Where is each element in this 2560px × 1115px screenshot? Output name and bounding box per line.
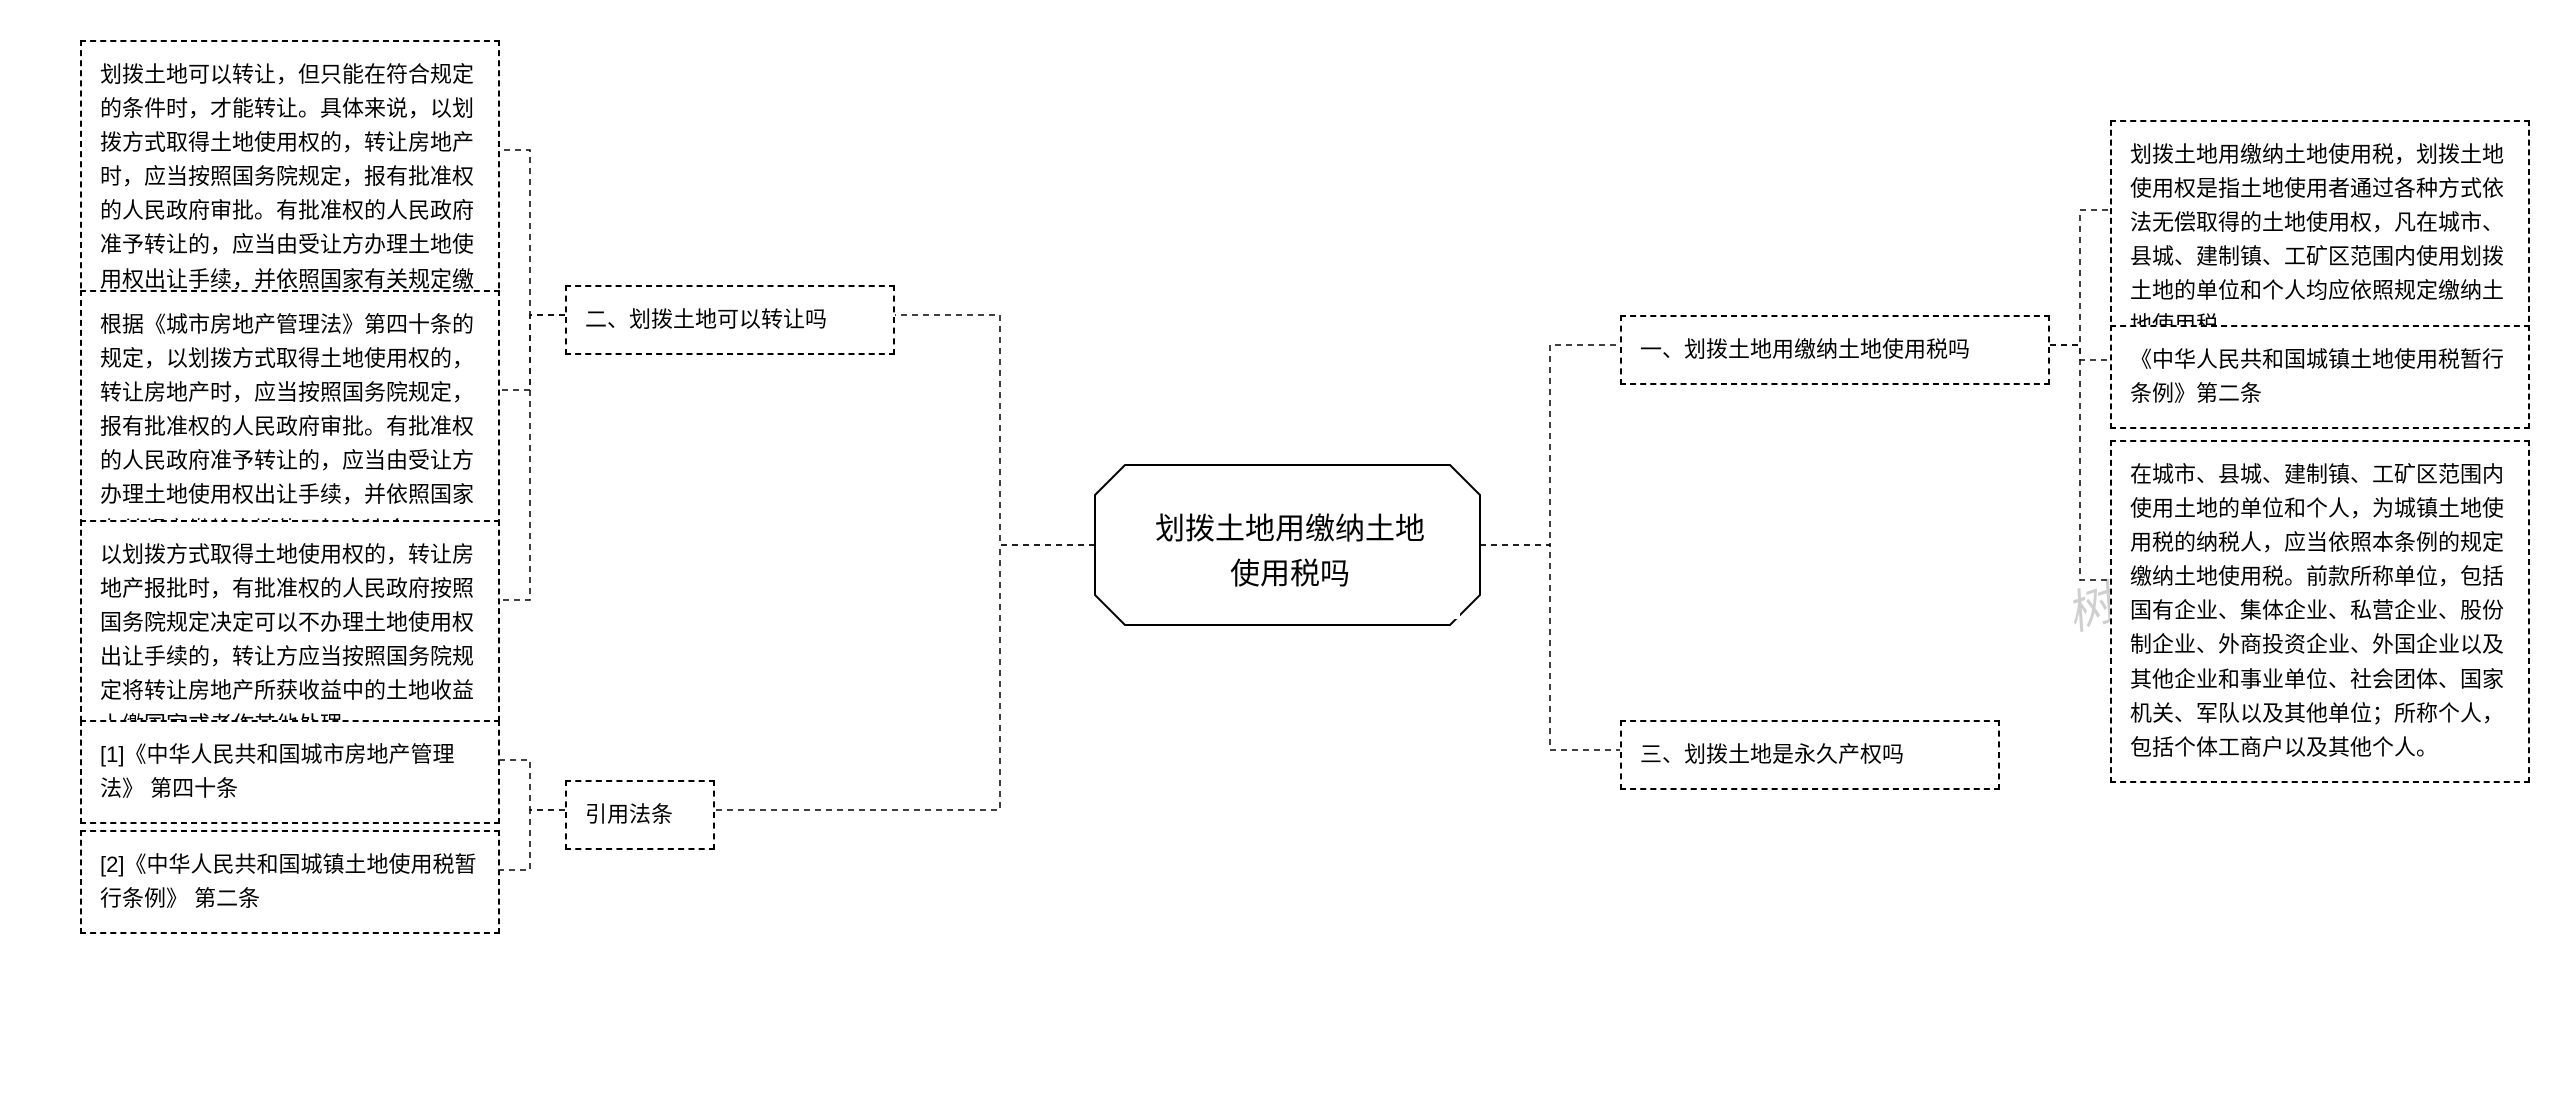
leaf-left-1-0: [1]《中华人民共和国城市房地产管理法》 第四十条 [80,720,500,824]
leaf-right-0-1: 《中华人民共和国城镇土地使用税暂行条例》第二条 [2110,325,2530,429]
branch-left-0: 二、划拨土地可以转让吗 [565,285,895,355]
branch-label: 一、划拨土地用缴纳土地使用税吗 [1640,337,1970,362]
branch-left-1: 引用法条 [565,780,715,850]
leaf-text: 根据《城市房地产管理法》第四十条的规定，以划拨方式取得土地使用权的，转让房地产时… [100,312,474,542]
leaf-text: 《中华人民共和国城镇土地使用税暂行条例》第二条 [2130,347,2504,406]
branch-label: 三、划拨土地是永久产权吗 [1640,742,1904,767]
branch-label: 二、划拨土地可以转让吗 [585,307,827,332]
branch-label: 引用法条 [585,802,673,827]
leaf-text: [1]《中华人民共和国城市房地产管理法》 第四十条 [100,742,454,801]
root-node: 划拨土地用缴纳土地使用税吗 [1120,485,1460,619]
leaf-text: 在城市、县城、建制镇、工矿区范围内使用土地的单位和个人，为城镇土地使用税的纳税人… [2130,462,2504,760]
branch-right-0: 一、划拨土地用缴纳土地使用税吗 [1620,315,2050,385]
leaf-text: 以划拨方式取得土地使用权的，转让房地产报批时，有批准权的人民政府按照国务院规定决… [100,542,474,737]
leaf-text: 划拨土地可以转让，但只能在符合规定的条件时，才能转让。具体来说，以划拨方式取得土… [100,62,474,326]
leaf-right-0-2: 在城市、县城、建制镇、工矿区范围内使用土地的单位和个人，为城镇土地使用税的纳税人… [2110,440,2530,783]
leaf-left-1-1: [2]《中华人民共和国城镇土地使用税暂行条例》 第二条 [80,830,500,934]
leaf-text: [2]《中华人民共和国城镇土地使用税暂行条例》 第二条 [100,852,476,911]
leaf-text: 划拨土地用缴纳土地使用税，划拨土地使用权是指土地使用者通过各种方式依法无偿取得的… [2130,142,2504,337]
branch-right-1: 三、划拨土地是永久产权吗 [1620,720,2000,790]
root-text: 划拨土地用缴纳土地使用税吗 [1155,513,1425,591]
